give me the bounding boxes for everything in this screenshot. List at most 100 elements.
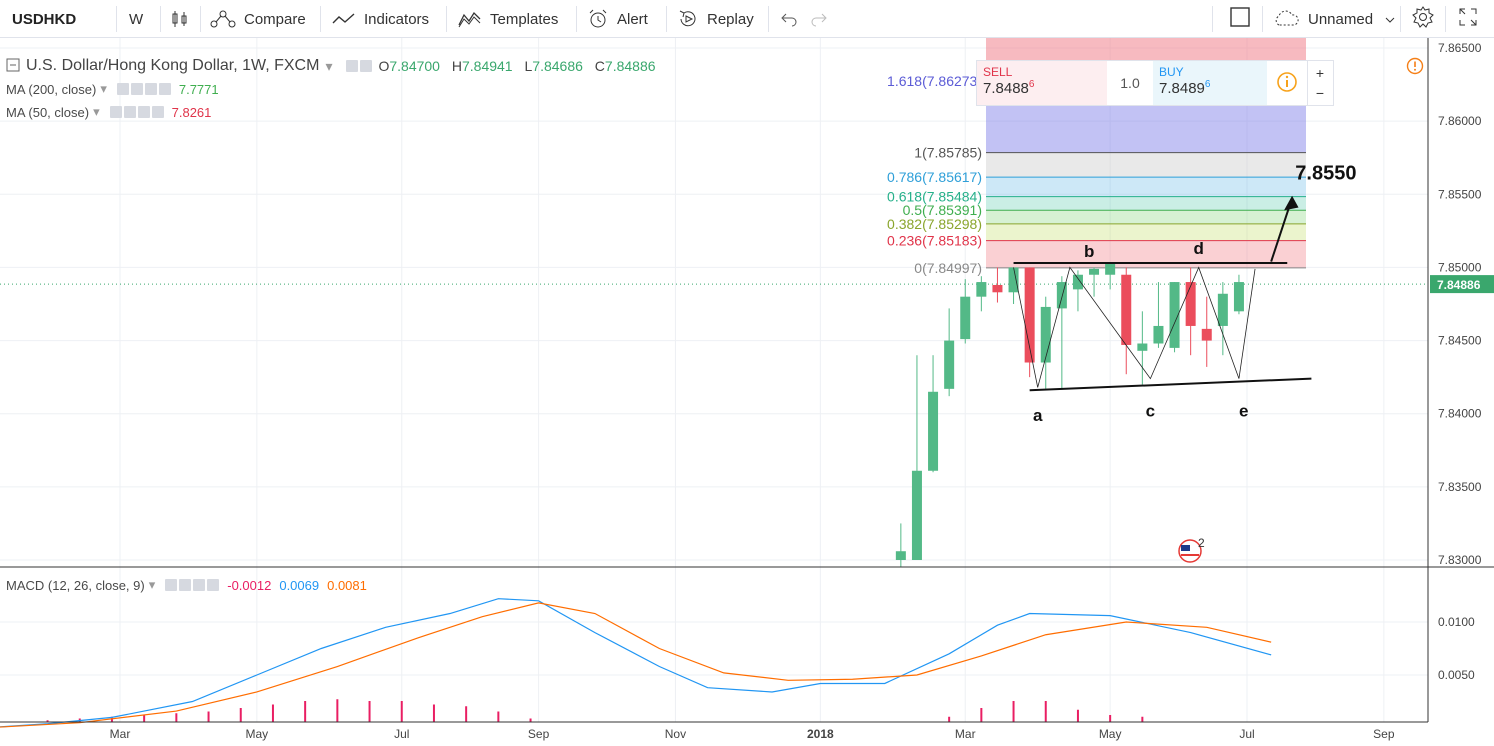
candle-body xyxy=(1217,293,1228,326)
breakout-arrow xyxy=(1270,202,1292,262)
high-value: 7.84941 xyxy=(461,58,513,74)
pattern-drawings: 7.8550 a b c d e 2 xyxy=(1013,163,1356,563)
chevron-down-icon[interactable]: ▾ xyxy=(93,104,100,119)
candle-body xyxy=(960,296,971,340)
redo-button[interactable] xyxy=(810,0,838,38)
fullscreen-checkbox[interactable] xyxy=(1229,0,1251,38)
compare-button[interactable]: Compare xyxy=(210,0,306,38)
wave-label-b: b xyxy=(1084,242,1094,261)
series-title[interactable]: U.S. Dollar/Hong Kong Dollar, 1W, FXCM xyxy=(26,57,320,74)
buy-price: 7.8489 xyxy=(1159,80,1205,97)
low-label: L xyxy=(524,58,533,74)
candle-body xyxy=(1040,306,1051,363)
time-tick-label: Mar xyxy=(110,727,131,741)
candle-body xyxy=(992,284,1003,293)
target-label: 7.8550 xyxy=(1295,163,1356,185)
plus-button[interactable]: + xyxy=(1315,65,1325,81)
time-tick-label: Jul xyxy=(394,727,409,741)
minus-button[interactable]: − xyxy=(1315,85,1325,101)
macd-tick-label: 0.0100 xyxy=(1438,615,1475,629)
settings-button[interactable] xyxy=(1411,0,1435,38)
ma200-label[interactable]: MA (200, close) xyxy=(6,81,97,97)
fib-level-label: 0.786(7.85617) xyxy=(887,169,982,185)
candle-body xyxy=(1024,267,1035,363)
macd-tick-label: 0.0050 xyxy=(1438,668,1475,682)
price-tick-label: 7.85500 xyxy=(1438,187,1482,201)
toolbar-divider xyxy=(1212,6,1213,32)
price-tick-label: 7.84500 xyxy=(1438,334,1482,348)
interval-button[interactable]: W xyxy=(129,10,144,28)
macd-controls[interactable] xyxy=(165,579,221,591)
toolbar-divider xyxy=(1445,6,1446,32)
ma200-controls[interactable] xyxy=(116,83,173,95)
compare-label: Compare xyxy=(244,10,306,28)
undo-button[interactable] xyxy=(778,0,806,38)
price-tick-label: 7.86500 xyxy=(1438,41,1482,55)
ma50-legend: MA (50, close) ▾ 7.8261 xyxy=(6,104,211,120)
macd-legend: MACD (12, 26, close, 9) ▾ -0.0012 0.0069… xyxy=(6,577,367,593)
candle-body xyxy=(895,551,906,560)
chevron-down-icon[interactable]: ▾ xyxy=(148,577,156,592)
sell-button[interactable]: SELL 7.84886 xyxy=(977,61,1107,105)
fib-level-label: 0.236(7.85183) xyxy=(887,233,982,249)
collapse-icon[interactable] xyxy=(6,58,20,75)
toolbar-divider xyxy=(116,6,117,32)
price-tick-label: 7.86000 xyxy=(1438,114,1482,128)
price-tick-label: 7.85000 xyxy=(1438,260,1482,274)
compare-icon xyxy=(210,9,236,29)
symbol-search-button[interactable]: USDHKD xyxy=(12,10,77,28)
alarm-clock-icon xyxy=(587,8,609,30)
series-controls[interactable] xyxy=(346,60,374,72)
time-tick-label: Mar xyxy=(955,727,976,741)
info-icon xyxy=(1276,71,1298,96)
warning-icon[interactable] xyxy=(1406,57,1424,80)
candles-icon xyxy=(170,9,190,29)
chart-type-button[interactable] xyxy=(170,0,198,38)
chart-canvas[interactable]: 1.618(7.86273) 1(7.85785) 0.786(7.85617) 0.… xyxy=(0,38,1494,746)
time-tick-label: 2018 xyxy=(807,727,834,741)
fib-level-label: 0.382(7.85298) xyxy=(887,216,982,232)
fib-band xyxy=(986,223,1306,241)
templates-button[interactable]: Templates xyxy=(458,0,558,38)
top-toolbar: USDHKD W Compare Indicators Templates Al… xyxy=(0,0,1494,38)
arrow-head xyxy=(1284,195,1299,211)
close-value: 7.84886 xyxy=(604,58,656,74)
price-tick-label: 7.83500 xyxy=(1438,480,1482,494)
axes: 7.86500 7.86000 7.85500 7.85000 7.84500 7.840… xyxy=(0,38,1494,741)
ma50-controls[interactable] xyxy=(109,106,166,118)
fib-band xyxy=(986,196,1306,211)
square-icon xyxy=(1229,6,1251,32)
indicators-button[interactable]: Indicators xyxy=(332,0,429,38)
ma50-label[interactable]: MA (50, close) xyxy=(6,104,90,120)
ma50-value: 7.8261 xyxy=(171,104,212,120)
candle-body xyxy=(944,340,955,389)
info-button[interactable] xyxy=(1267,61,1307,105)
signal-line xyxy=(0,602,1272,728)
toolbar-divider xyxy=(768,6,769,32)
buy-sell-widget: SELL 7.84886 1.0 BUY 7.84896 + − xyxy=(976,60,1334,106)
low-value: 7.84686 xyxy=(532,58,583,74)
wave-label-e: e xyxy=(1239,401,1248,420)
candle-body xyxy=(1169,282,1180,348)
toolbar-divider xyxy=(446,6,447,32)
main-legend: U.S. Dollar/Hong Kong Dollar, 1W, FXCM ▾… xyxy=(6,57,656,75)
alert-button[interactable]: Alert xyxy=(587,0,648,38)
time-tick-label: Jul xyxy=(1239,727,1254,741)
toolbar-divider xyxy=(160,6,161,32)
candle-body xyxy=(1153,325,1164,344)
quantity-stepper: + − xyxy=(1307,61,1332,105)
candle-body xyxy=(911,470,922,560)
expand-button[interactable] xyxy=(1458,0,1478,38)
chevron-down-icon[interactable]: ▾ xyxy=(100,81,107,96)
macd-label[interactable]: MACD (12, 26, close, 9) xyxy=(6,577,145,593)
time-tick-label: May xyxy=(1099,727,1122,741)
open-value: 7.84700 xyxy=(389,58,440,74)
chevron-down-icon[interactable]: ▾ xyxy=(325,57,333,74)
candle-body xyxy=(1201,328,1212,341)
buy-button[interactable]: BUY 7.84896 xyxy=(1153,61,1267,105)
candle-body xyxy=(1056,282,1067,309)
replay-button[interactable]: Replay xyxy=(677,0,754,38)
candle-body xyxy=(928,391,939,471)
macd-hist-value: -0.0012 xyxy=(227,577,272,593)
layout-menu-button[interactable]: Unnamed xyxy=(1272,0,1395,38)
